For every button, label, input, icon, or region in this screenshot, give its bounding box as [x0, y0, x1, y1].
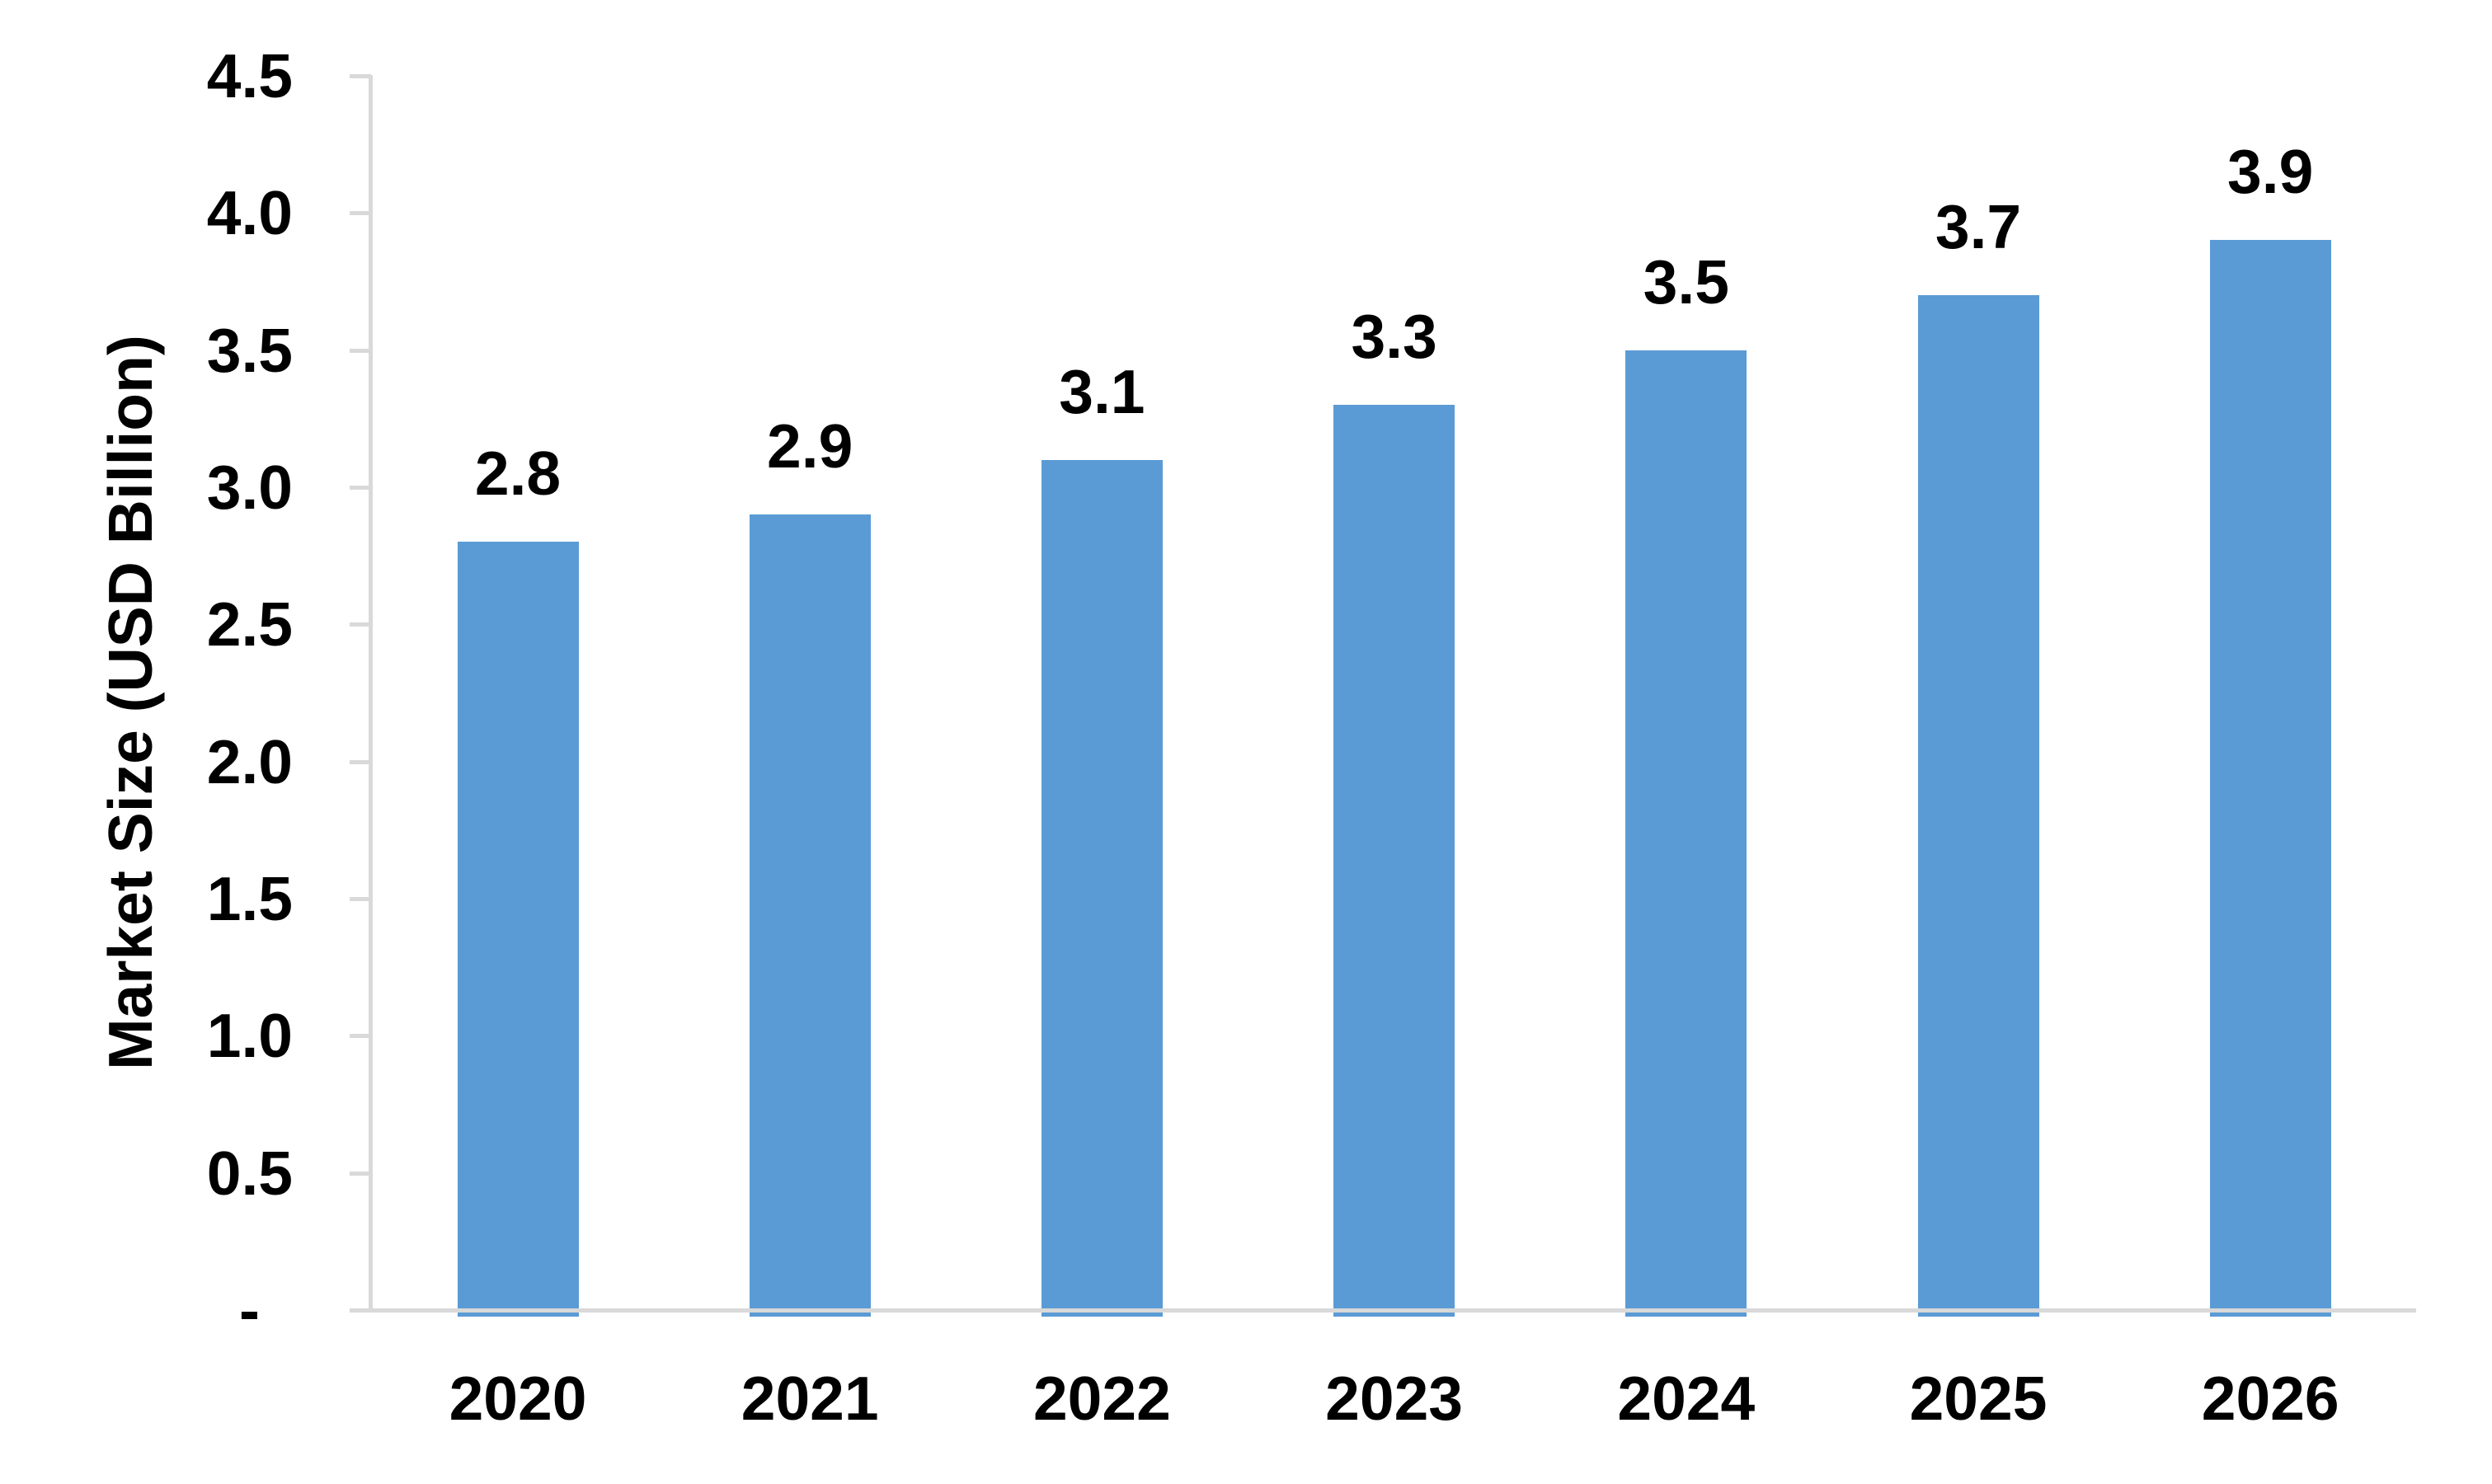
y-tick [350, 1171, 371, 1176]
x-tick-label: 2022 [1032, 1364, 1171, 1433]
bar-value-label: 3.9 [2227, 137, 2314, 207]
bar [749, 514, 871, 1317]
y-tick-label: 4.5 [206, 40, 293, 110]
bar [1917, 295, 2039, 1317]
x-tick-label: 2024 [1617, 1364, 1756, 1433]
x-tick-label: 2023 [1325, 1364, 1464, 1433]
y-tick-label: 2.0 [206, 726, 293, 796]
y-tick-label: 2.5 [206, 589, 293, 660]
y-tick [350, 211, 371, 216]
bar-value-label: 3.7 [1935, 192, 2022, 261]
bar [1041, 459, 1163, 1317]
y-tick [350, 485, 371, 490]
y-tick-label: 3.5 [206, 315, 293, 385]
y-tick [350, 622, 371, 627]
bar [1333, 405, 1455, 1317]
bar [1625, 350, 1747, 1317]
bar [457, 542, 579, 1317]
x-tick-label: 2026 [2201, 1364, 2339, 1433]
bar-value-label: 3.3 [1351, 302, 1437, 372]
y-tick-label: 1.0 [206, 1001, 293, 1071]
bar-value-label: 2.8 [474, 439, 562, 509]
bar-value-label: 3.1 [1059, 356, 1145, 426]
y-tick-label: 1.5 [206, 863, 293, 933]
y-tick-label: - [239, 1275, 260, 1345]
bar-value-label: 3.5 [1643, 247, 1729, 317]
y-tick-label: 0.5 [206, 1138, 293, 1208]
y-tick [350, 1308, 371, 1313]
bar [2209, 240, 2331, 1317]
y-tick [350, 759, 371, 764]
y-tick [350, 1034, 371, 1039]
y-axis-line [369, 75, 373, 1312]
y-tick [350, 73, 371, 78]
x-axis-line [371, 1308, 2416, 1313]
y-tick [350, 896, 371, 901]
bar-value-label: 2.9 [767, 411, 853, 481]
y-tick-label: 4.0 [206, 178, 293, 248]
x-tick-label: 2025 [1909, 1364, 2048, 1433]
x-tick-label: 2020 [449, 1364, 587, 1433]
y-tick-label: 3.0 [206, 452, 293, 522]
x-tick-label: 2021 [741, 1364, 879, 1433]
y-tick [350, 348, 371, 353]
